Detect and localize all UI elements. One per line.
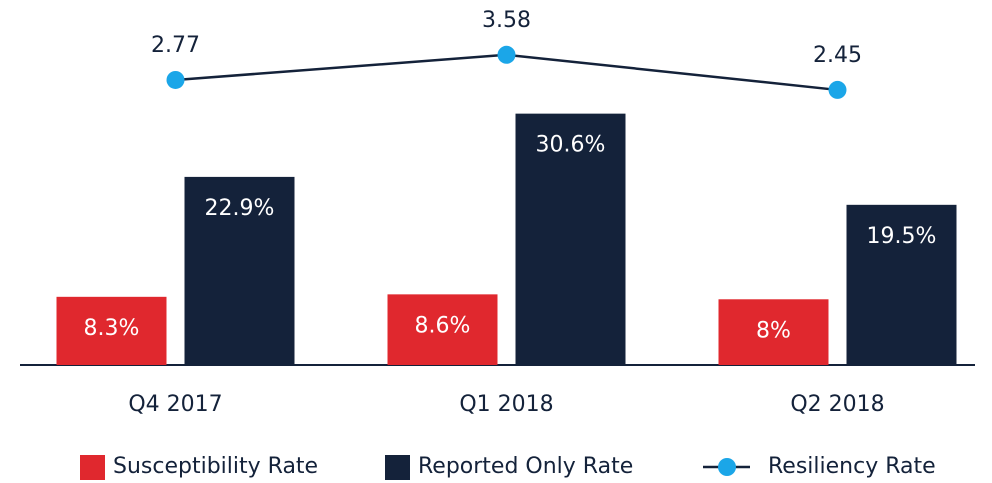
legend-label: Reported Only Rate — [418, 454, 633, 479]
line-marker — [166, 70, 185, 89]
bar-label: 8.3% — [84, 316, 140, 341]
bar — [184, 176, 295, 365]
legend-swatch — [80, 455, 105, 480]
bar-label: 22.9% — [205, 196, 275, 221]
legend-label: Susceptibility Rate — [113, 454, 318, 479]
x-tick-label: Q4 2017 — [128, 392, 222, 417]
bar-label: 8% — [756, 318, 791, 343]
bar — [846, 204, 957, 365]
bar-label: 30.6% — [536, 133, 606, 158]
line-label: 2.45 — [813, 43, 862, 68]
x-tick-label: Q1 2018 — [459, 392, 553, 417]
legend-label: Resiliency Rate — [768, 454, 936, 479]
line-label: 3.58 — [482, 8, 531, 33]
line-marker — [828, 80, 847, 99]
line-marker — [497, 45, 516, 64]
bar — [56, 296, 167, 365]
bar — [718, 299, 829, 365]
bar-label: 19.5% — [867, 224, 937, 249]
line-label: 2.77 — [151, 33, 200, 58]
bar — [515, 113, 626, 366]
legend-marker — [718, 458, 736, 476]
legend-swatch — [385, 455, 410, 480]
x-tick-label: Q2 2018 — [790, 392, 884, 417]
bar-label: 8.6% — [415, 313, 471, 338]
bar — [387, 294, 498, 365]
